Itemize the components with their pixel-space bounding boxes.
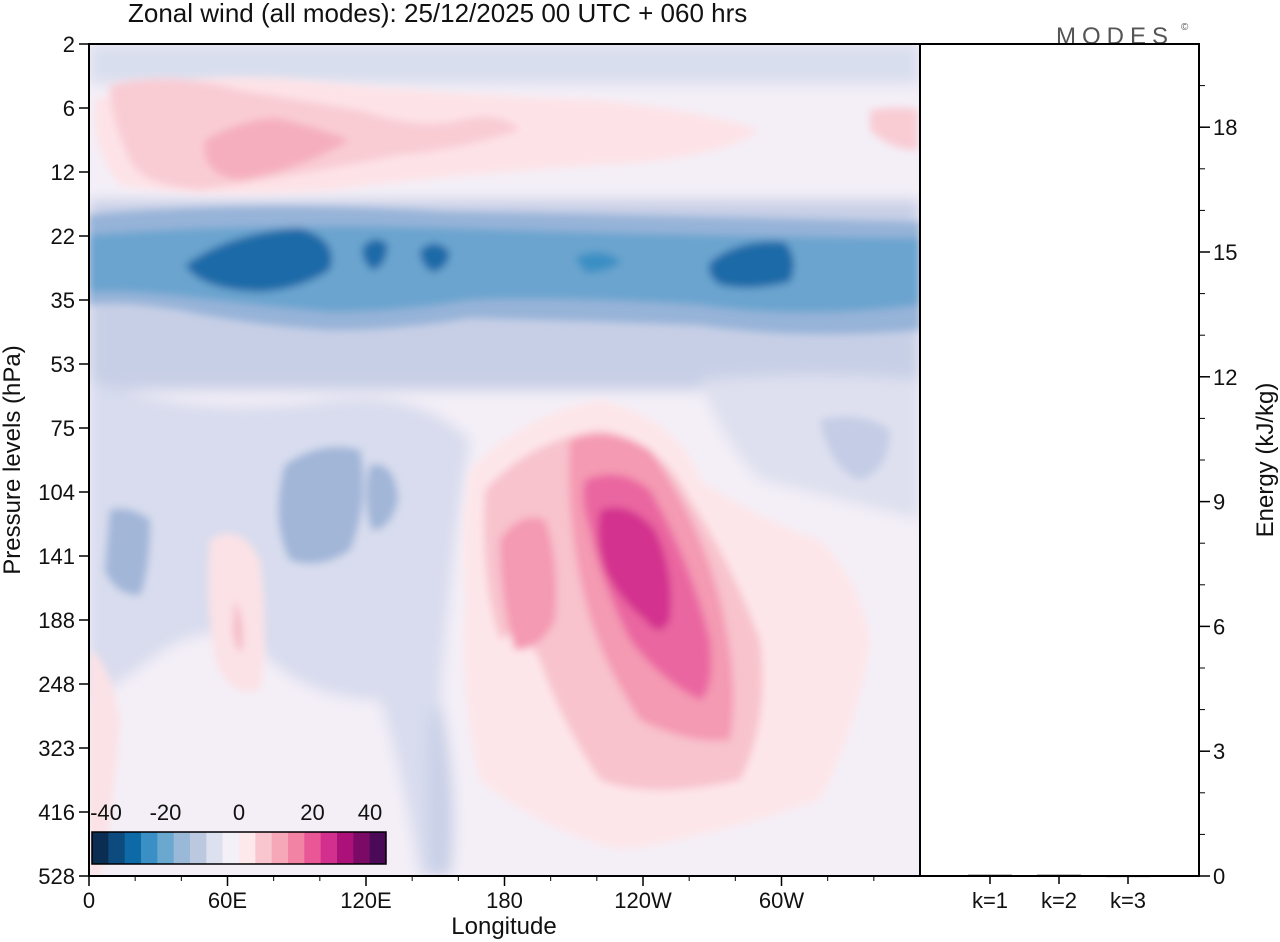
y-axis-pressure: 2 6 12 22 35 53 75 104 141 188 248 323 416 528 (38, 32, 89, 889)
y-tick-label-22: 22 (51, 224, 75, 249)
x-tick-label-120E: 120E (340, 888, 391, 913)
energy-category-k=1: k=1 (972, 888, 1008, 913)
colorbar-swatch (157, 832, 175, 864)
jet-core-east (708, 241, 794, 288)
y-tick-label-248: 248 (38, 672, 75, 697)
colorbar-swatch (369, 832, 387, 864)
colorbar-swatch (141, 832, 158, 864)
jet-core-small-2 (420, 243, 450, 272)
westerly-jet (463, 400, 870, 850)
heatmap (89, 44, 920, 876)
x-tick-label-60W: 60W (759, 888, 804, 913)
colorbar-swatch (288, 832, 305, 864)
y-tick-label-75: 75 (51, 416, 75, 441)
colorbar-label-0: 0 (233, 800, 245, 825)
lower-pink-streaks (89, 533, 265, 876)
pink-streak-3 (233, 600, 243, 651)
colorbar-label--40: -40 (90, 800, 122, 825)
y-tick-label-141: 141 (38, 544, 75, 569)
y-tick-label-6: 6 (63, 96, 75, 121)
y-tick-label-528: 528 (38, 864, 75, 889)
colorbar-swatch (173, 832, 191, 864)
upper-pink-band (94, 77, 918, 194)
wash-streak (427, 700, 454, 876)
colorbar-swatch (108, 832, 126, 864)
wash-top-band (89, 44, 920, 84)
colorbar: -40 -20 0 20 40 (90, 800, 387, 865)
colorbar-swatch (271, 832, 289, 864)
energy-tick-label-0: 0 (1213, 864, 1225, 889)
x-tick-label-120W: 120W (614, 888, 672, 913)
energy-bars: k=1 k=2 k=3 (968, 874, 1150, 913)
x-axis-longitude: 0 60E 120E 180 120W 60W (83, 876, 875, 913)
colorbar-swatch (337, 832, 354, 864)
energy-tick-label-6: 6 (1213, 614, 1225, 639)
pink-streak-2 (89, 650, 120, 876)
energy-category-k=3: k=3 (1110, 888, 1146, 913)
y-tick-label-53: 53 (51, 352, 75, 377)
colorbar-swatch (320, 832, 338, 864)
energy-tick-label-3: 3 (1213, 739, 1225, 764)
westerly-core (598, 507, 671, 630)
blue-patch-2 (278, 447, 364, 564)
energy-tick-label-18: 18 (1213, 115, 1237, 140)
x-tick-label-180: 180 (486, 888, 523, 913)
colorbar-swatch (222, 832, 240, 864)
y-tick-label-35: 35 (51, 288, 75, 313)
energy-tick-label-12: 12 (1213, 365, 1237, 390)
wash-east-mid (700, 375, 920, 520)
colorbar-swatch (190, 832, 207, 864)
colorbar-swatch (92, 832, 109, 864)
energy-category-k=2: k=2 (1041, 888, 1077, 913)
westerly-west-lobe (500, 517, 557, 650)
blue-patch-3 (366, 464, 398, 530)
easterly-jet (89, 206, 920, 334)
y-tick-label-2: 2 (63, 32, 75, 57)
logo-mark: © (1181, 22, 1189, 33)
colorbar-frame (91, 831, 387, 865)
blue-patch-1 (105, 508, 150, 595)
x-axis-label: Longitude (451, 913, 556, 940)
colorbar-label--20: -20 (150, 800, 182, 825)
chart-title: Zonal wind (all modes): 25/12/2025 00 UT… (128, 0, 747, 28)
energy-bar-k=1 (968, 874, 1012, 877)
x-tick-label-0: 0 (83, 888, 95, 913)
y-tick-label-188: 188 (38, 608, 75, 633)
y-tick-label-323: 323 (38, 736, 75, 761)
colorbar-swatch (304, 832, 322, 864)
colorbar-swatch (239, 832, 256, 864)
colorbar-swatch (124, 832, 142, 864)
colorbar-swatch (255, 832, 273, 864)
pink-band-east (870, 107, 918, 150)
colorbar-swatch (206, 832, 224, 864)
colorbar-swatch (353, 832, 371, 864)
x-tick-label-60E: 60E (208, 888, 247, 913)
lower-blue-patches (105, 416, 890, 595)
energy-axis: 0 3 6 9 12 15 18 (1199, 85, 1237, 889)
jet-core-west (185, 228, 332, 292)
energy-bar-k=2 (1037, 874, 1081, 877)
y-tick-label-12: 12 (51, 160, 75, 185)
jet-core-small (362, 239, 388, 270)
y-tick-label-416: 416 (38, 800, 75, 825)
energy-tick-label-15: 15 (1213, 240, 1237, 265)
energy-axis-label: Energy (kJ/kg) (1252, 383, 1279, 538)
colorbar-label-20: 20 (300, 800, 324, 825)
energy-tick-label-9: 9 (1213, 490, 1225, 515)
jet-core-mid (575, 252, 622, 273)
y-axis-label: Pressure levels (hPa) (0, 345, 26, 574)
colorbar-label-40: 40 (358, 800, 382, 825)
energy-panel-frame (919, 43, 1200, 877)
pink-band-core (204, 118, 350, 180)
y-tick-label-104: 104 (38, 480, 75, 505)
blue-patch-4 (820, 416, 890, 480)
